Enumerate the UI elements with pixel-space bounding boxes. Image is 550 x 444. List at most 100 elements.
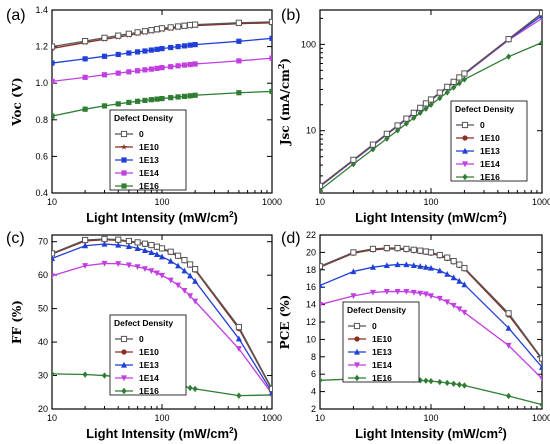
data-point — [422, 263, 429, 270]
data-point — [115, 32, 122, 39]
data-point — [126, 99, 132, 106]
legend-label: 0 — [139, 334, 144, 344]
data-point — [187, 93, 193, 99]
data-point — [115, 101, 121, 107]
data-point — [187, 272, 194, 279]
x-axis-title: Light Intensity (mW/cm2) — [355, 426, 507, 441]
data-point — [134, 98, 141, 104]
data-point — [422, 248, 430, 255]
data-point — [159, 46, 165, 52]
data-point — [403, 288, 410, 295]
data-point — [505, 342, 512, 349]
data-point — [159, 253, 165, 260]
data-point — [538, 355, 542, 362]
data-point — [436, 267, 443, 274]
series-0 — [52, 235, 272, 393]
data-point — [82, 371, 88, 378]
data-point — [369, 289, 376, 296]
x-tick-label: 10 — [47, 413, 57, 423]
data-point — [82, 236, 89, 244]
data-point — [101, 72, 108, 78]
series-1e14 — [52, 55, 272, 84]
data-point — [167, 257, 174, 264]
data-point — [175, 94, 181, 100]
data-point — [141, 266, 148, 272]
y-tick-label: 16 — [306, 282, 316, 292]
data-point — [101, 372, 108, 379]
plot-area — [320, 10, 542, 193]
data-point — [444, 299, 451, 306]
data-point — [52, 273, 55, 280]
legend-label: 1E13 — [139, 360, 159, 370]
data-point — [192, 385, 198, 393]
legend-label: 0 — [372, 321, 377, 331]
series-0 — [320, 10, 542, 189]
data-point — [153, 26, 161, 33]
data-point — [192, 61, 198, 67]
data-point — [101, 34, 108, 41]
data-point — [350, 293, 357, 300]
data-point — [350, 156, 357, 163]
data-point — [383, 130, 390, 137]
y-tick-label: 0.8 — [35, 115, 48, 125]
data-point — [52, 113, 55, 119]
data-point — [148, 97, 154, 103]
data-point — [115, 70, 121, 76]
data-point — [456, 261, 463, 268]
x-tick-label: 1000 — [262, 197, 282, 207]
data-point — [350, 268, 357, 275]
data-point — [369, 141, 377, 148]
data-point — [120, 335, 128, 343]
data-point — [268, 18, 272, 25]
data-point — [186, 21, 194, 29]
y-tick-label: 30 — [38, 371, 48, 381]
data-point — [461, 70, 468, 77]
data-point — [422, 291, 429, 298]
data-point — [444, 89, 450, 96]
data-point — [505, 53, 512, 60]
data-point — [120, 143, 128, 150]
y-tick-label: 100 — [301, 39, 316, 49]
data-point — [444, 379, 450, 387]
data-point — [437, 378, 443, 386]
data-point — [461, 264, 468, 272]
data-point — [134, 245, 141, 251]
legend-title: Defect Density — [455, 104, 514, 114]
y-tick-label: 14 — [306, 300, 316, 310]
data-point — [167, 24, 174, 31]
data-point — [505, 324, 512, 331]
x-tick-label: 10 — [315, 413, 325, 423]
data-point — [450, 302, 457, 309]
data-point — [121, 387, 127, 395]
data-point — [125, 30, 132, 37]
data-point — [423, 377, 429, 384]
data-point — [403, 261, 410, 268]
data-point — [153, 270, 160, 277]
legend-label: 1E14 — [480, 159, 500, 169]
series-1e13 — [52, 35, 272, 66]
legend-title: Defect Density — [347, 305, 406, 315]
data-point — [158, 245, 166, 252]
data-point — [82, 106, 88, 112]
data-point — [456, 306, 463, 313]
data-point — [505, 36, 512, 43]
x-tick-label: 100 — [154, 413, 169, 423]
data-point — [428, 377, 434, 385]
data-point — [181, 256, 188, 264]
x-tick-label: 10 — [47, 197, 57, 207]
data-point — [236, 90, 242, 96]
data-point — [417, 109, 423, 117]
data-point — [417, 263, 424, 269]
data-point — [148, 268, 155, 275]
data-point — [394, 261, 401, 268]
data-point — [181, 287, 188, 294]
panel-label: (d) — [281, 230, 301, 247]
legend-label: 1E10 — [139, 142, 159, 152]
data-point — [436, 89, 443, 96]
data-point — [167, 248, 174, 255]
data-point — [121, 170, 127, 176]
panel-label: (a) — [6, 7, 26, 24]
data-point — [82, 38, 89, 45]
data-point — [134, 239, 141, 246]
data-point — [320, 282, 323, 289]
